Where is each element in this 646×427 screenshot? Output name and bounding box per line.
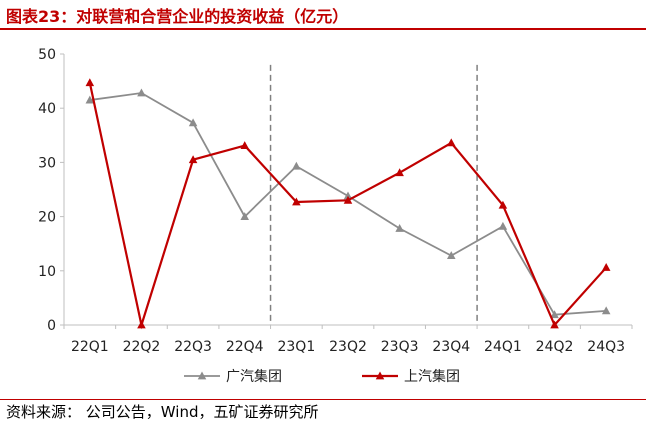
data-point bbox=[343, 195, 353, 204]
data-point bbox=[446, 138, 456, 147]
y-tick-label: 0 bbox=[47, 318, 56, 334]
series-line bbox=[89, 92, 607, 316]
y-tick-labels: 0 10 20 30 40 50 bbox=[38, 47, 56, 334]
data-point bbox=[85, 78, 95, 87]
x-tick-label: 22Q4 bbox=[226, 339, 264, 355]
legend-marker bbox=[375, 371, 385, 380]
data-point bbox=[240, 212, 250, 220]
data-point bbox=[601, 263, 611, 271]
data-point bbox=[240, 141, 250, 149]
data-point bbox=[395, 168, 404, 177]
x-tick-label: 23Q4 bbox=[432, 339, 470, 355]
data-point bbox=[188, 118, 198, 127]
legend-label: 广汽集团 bbox=[226, 368, 282, 385]
x-tick-label: 22Q1 bbox=[71, 339, 109, 355]
x-tick-label: 23Q2 bbox=[329, 339, 367, 355]
data-point bbox=[550, 320, 559, 329]
line-chart: 22Q1 22Q2 22Q3 22Q4 23Q1 23Q2 23Q3 23Q4 24Q1 24Q2… bbox=[38, 47, 633, 385]
data-point bbox=[550, 310, 559, 319]
data-point bbox=[188, 155, 198, 164]
series-line bbox=[88, 82, 607, 330]
chart-legend: 广汽集团 上汽集团 bbox=[184, 368, 460, 385]
y-tick-label: 20 bbox=[38, 210, 56, 226]
x-tick-label: 23Q3 bbox=[381, 339, 419, 355]
legend-item: 上汽集团 bbox=[362, 368, 460, 385]
y-tick-label: 30 bbox=[38, 155, 56, 171]
data-point bbox=[395, 224, 404, 232]
data-point bbox=[498, 221, 508, 230]
x-tick-label: 24Q3 bbox=[587, 339, 625, 355]
series-lines bbox=[85, 78, 611, 330]
data-point bbox=[343, 191, 353, 200]
x-tick-labels: 22Q1 22Q2 22Q3 22Q4 23Q1 23Q2 23Q3 23Q4 24Q1 24Q2… bbox=[71, 339, 625, 355]
legend-label: 上汽集团 bbox=[404, 368, 460, 385]
data-point bbox=[446, 251, 456, 259]
y-tick-label: 40 bbox=[38, 101, 56, 117]
figure-title: 图表23：对联营和合营企业的投资收益（亿元） bbox=[6, 7, 349, 26]
data-point bbox=[292, 197, 301, 206]
data-point bbox=[498, 200, 508, 209]
chart-axes bbox=[60, 53, 633, 329]
series-2 bbox=[85, 78, 611, 330]
data-point bbox=[85, 95, 95, 104]
x-tick-label: 22Q2 bbox=[123, 339, 161, 355]
data-point bbox=[137, 88, 146, 97]
y-tick-label: 50 bbox=[38, 47, 56, 63]
data-point bbox=[601, 306, 611, 315]
x-tick-label: 24Q1 bbox=[484, 339, 522, 355]
source-note: 资料来源： 公司公告，Wind，五矿证券研究所 bbox=[6, 403, 319, 421]
data-point bbox=[137, 320, 146, 329]
legend-marker bbox=[197, 371, 207, 380]
y-tick-label: 10 bbox=[38, 264, 56, 280]
x-tick-label: 22Q3 bbox=[174, 339, 212, 355]
period-separators bbox=[269, 64, 478, 325]
x-tick-label: 23Q1 bbox=[277, 339, 315, 355]
x-tick-label: 24Q2 bbox=[536, 339, 574, 355]
title-rule bbox=[0, 28, 646, 30]
data-point bbox=[292, 161, 301, 170]
source-rule bbox=[0, 399, 646, 400]
legend-item: 广汽集团 bbox=[184, 368, 282, 385]
